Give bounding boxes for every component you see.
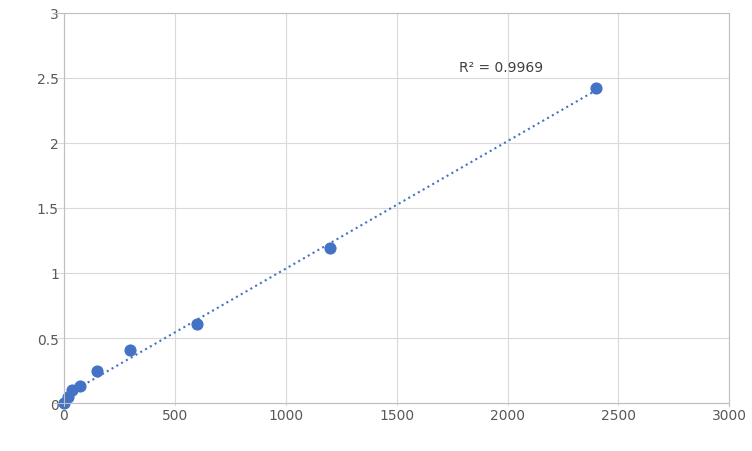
Point xyxy=(324,245,336,252)
Point xyxy=(191,321,203,328)
Point xyxy=(91,367,103,374)
Point xyxy=(74,383,86,390)
Text: R² = 0.9969: R² = 0.9969 xyxy=(459,61,543,75)
Point xyxy=(62,393,74,400)
Point xyxy=(58,400,70,407)
Point xyxy=(590,85,602,92)
Point xyxy=(66,387,78,394)
Point xyxy=(124,346,136,354)
